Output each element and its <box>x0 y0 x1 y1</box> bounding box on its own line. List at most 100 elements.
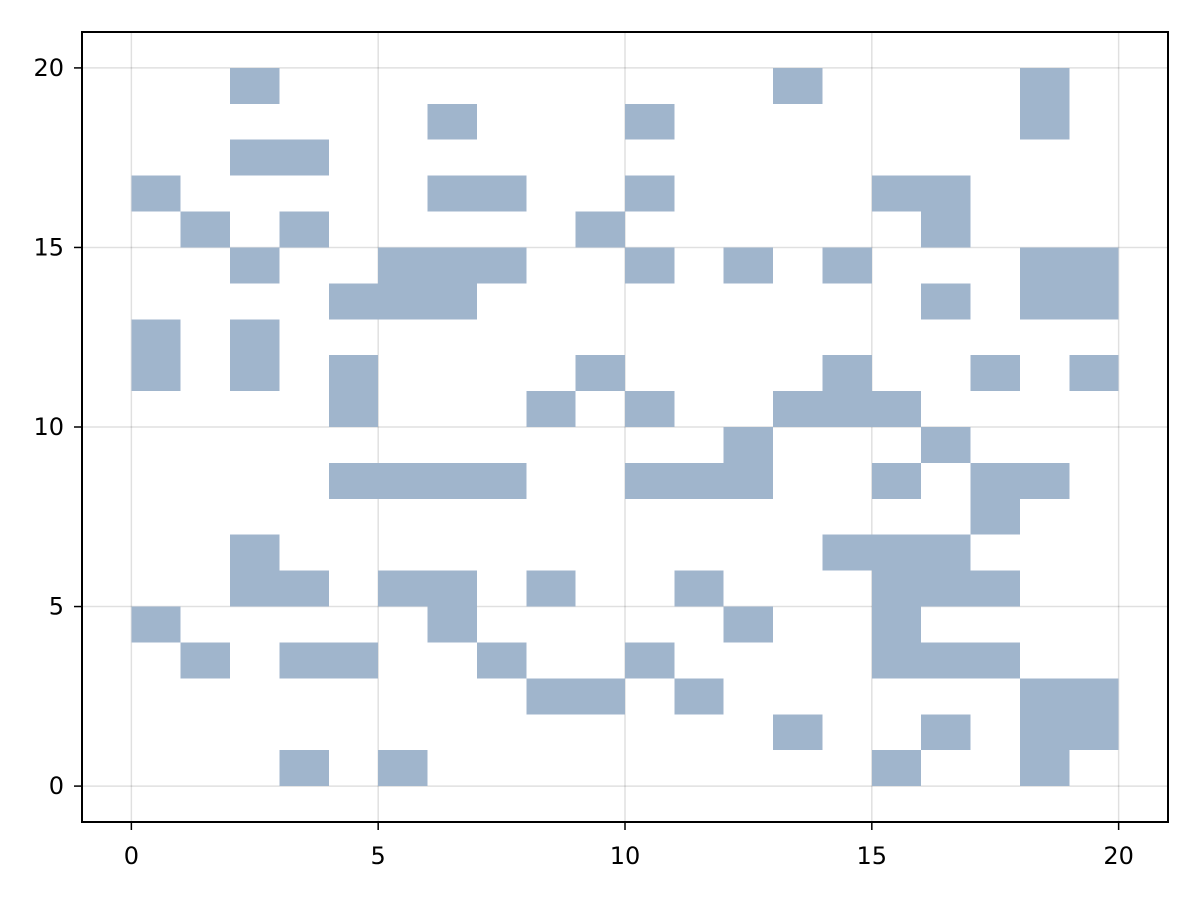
heatmap-cell <box>625 391 675 427</box>
heatmap-cell <box>131 355 181 392</box>
heatmap-cell <box>427 606 477 643</box>
heatmap-cell <box>773 391 823 427</box>
heatmap-cell <box>230 570 280 607</box>
heatmap-cell <box>476 175 527 212</box>
heatmap-cell <box>1019 750 1070 787</box>
tick-labels: 0 5 10 15 20 0 5 10 15 20 <box>33 54 1133 870</box>
heatmap-cell <box>378 570 428 607</box>
heatmap-cell <box>1069 355 1119 392</box>
heatmap-cell <box>871 175 922 212</box>
heatmap-cell <box>180 642 231 679</box>
heatmap-cell <box>427 247 477 284</box>
heatmap-cell <box>921 570 971 607</box>
heatmap-cell <box>871 462 922 499</box>
heatmap-cell <box>575 355 625 392</box>
heatmap-cell <box>723 427 774 463</box>
heatmap-cell <box>674 462 724 499</box>
heatmap-cell <box>230 67 280 104</box>
heatmap-cell <box>427 103 477 140</box>
heatmap-cell <box>921 211 971 248</box>
heatmap-cell <box>328 642 379 679</box>
heatmap-cell <box>230 534 280 571</box>
heatmap-cell <box>625 462 675 499</box>
heatmap-cell <box>575 678 625 715</box>
y-tick-label: 0 <box>49 772 64 800</box>
heatmap-cell <box>427 570 477 607</box>
heatmap-cell <box>427 462 477 499</box>
heatmap-cell <box>970 462 1020 499</box>
heatmap-cell <box>476 642 527 679</box>
heatmap-cell <box>328 391 379 427</box>
heatmap-cell <box>328 283 379 320</box>
y-tick-label: 5 <box>49 593 64 621</box>
heatmap-cell <box>1069 714 1119 751</box>
heatmap-cell <box>1069 247 1119 284</box>
heatmap-cell <box>476 247 527 284</box>
heatmap-cell <box>378 283 428 320</box>
heatmap-cell <box>1019 678 1070 715</box>
heatmap-cell <box>279 139 329 176</box>
heatmap-cells <box>131 67 1119 787</box>
heatmap-cell <box>1069 678 1119 715</box>
heatmap-cell <box>1019 103 1070 140</box>
heatmap-cell <box>822 247 872 284</box>
heatmap-cell <box>427 175 477 212</box>
heatmap-cell <box>674 570 724 607</box>
y-tick-label: 10 <box>33 413 64 441</box>
heatmap-cell <box>970 498 1020 535</box>
heatmap-cell <box>625 103 675 140</box>
heatmap-cell <box>279 750 329 787</box>
heatmap-cell <box>1019 67 1070 104</box>
heatmap-cell <box>773 714 823 751</box>
heatmap-cell <box>921 427 971 463</box>
heatmap-cell <box>180 211 231 248</box>
heatmap-cell <box>1019 462 1070 499</box>
heatmap-cell <box>1019 714 1070 751</box>
heatmap-cell <box>526 678 576 715</box>
heatmap-cell <box>970 570 1020 607</box>
heatmap-cell <box>871 642 922 679</box>
heatmap-cell <box>378 462 428 499</box>
heatmap-cell <box>526 570 576 607</box>
heatmap-cell <box>279 211 329 248</box>
heatmap-cell <box>230 139 280 176</box>
x-tick-label: 10 <box>610 842 641 870</box>
heatmap-cell <box>230 319 280 356</box>
heatmap-cell <box>970 355 1020 392</box>
heatmap-cell <box>131 319 181 356</box>
heatmap-cell <box>921 714 971 751</box>
heatmap-cell <box>773 67 823 104</box>
heatmap-cell <box>575 211 625 248</box>
heatmap-cell <box>526 391 576 427</box>
heatmap-cell <box>427 283 477 320</box>
axis-ticks <box>74 67 1120 830</box>
heatmap-cell <box>723 247 774 284</box>
y-tick-label: 15 <box>33 233 64 261</box>
heatmap-cell <box>131 175 181 212</box>
heatmap-cell <box>131 606 181 643</box>
heatmap-cell <box>871 606 922 643</box>
heatmap-cell <box>723 462 774 499</box>
x-tick-label: 20 <box>1103 842 1134 870</box>
x-tick-label: 15 <box>857 842 888 870</box>
x-tick-label: 0 <box>124 842 139 870</box>
heatmap-cell <box>921 642 971 679</box>
heatmap-cell <box>625 642 675 679</box>
heatmap-cell <box>822 355 872 392</box>
heatmap-cell <box>970 642 1020 679</box>
heatmap-cell <box>1069 283 1119 320</box>
heatmap-cell <box>822 391 872 427</box>
heatmap-cell <box>921 175 971 212</box>
heatmap-cell <box>476 462 527 499</box>
heatmap-cell <box>1019 283 1070 320</box>
heatmap-cell <box>921 534 971 571</box>
heatmap-cell <box>625 247 675 284</box>
heatmap-cell <box>871 570 922 607</box>
heatmap-cell <box>871 534 922 571</box>
heatmap-cell <box>871 391 922 427</box>
heatmap-cell <box>328 355 379 392</box>
heatmap-cell <box>378 247 428 284</box>
heatmap-cell <box>279 570 329 607</box>
x-tick-label: 5 <box>371 842 386 870</box>
